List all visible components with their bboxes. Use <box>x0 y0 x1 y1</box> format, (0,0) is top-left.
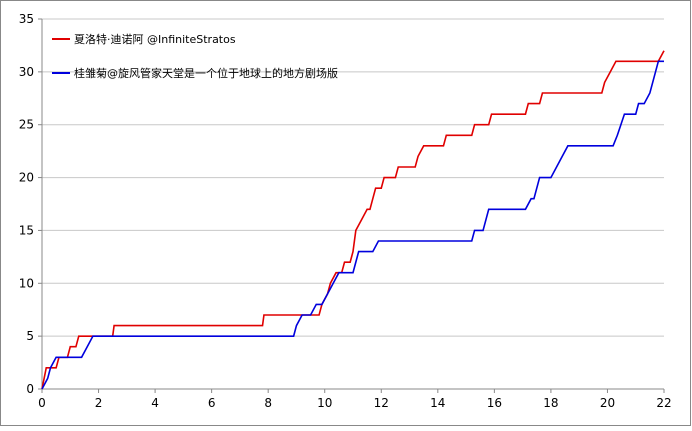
y-tick-label: 10 <box>19 276 34 290</box>
y-tick-label: 30 <box>19 65 34 79</box>
y-tick-label: 25 <box>19 118 34 132</box>
x-tick-label: 0 <box>38 396 46 410</box>
x-tick-label: 8 <box>264 396 272 410</box>
y-tick-label: 5 <box>26 329 34 343</box>
x-tick-label: 10 <box>317 396 332 410</box>
x-tick-label: 16 <box>487 396 502 410</box>
legend-label: 夏洛特·迪诺阿 @InfiniteStratos <box>74 32 236 46</box>
series-line <box>41 60 664 390</box>
x-tick-label: 20 <box>600 396 615 410</box>
legend-label: 桂雏菊@旋风管家天堂是一个位于地球上的地方剧场版 <box>74 66 338 80</box>
y-tick-label: 35 <box>19 12 34 26</box>
x-tick-label: 6 <box>208 396 216 410</box>
x-tick-label: 12 <box>374 396 389 410</box>
y-tick-label: 20 <box>19 171 34 185</box>
x-tick-label: 4 <box>151 396 159 410</box>
x-tick-label: 2 <box>95 396 103 410</box>
x-tick-label: 22 <box>656 396 671 410</box>
x-tick-label: 18 <box>543 396 558 410</box>
legend: 夏洛特·迪诺阿 @InfiniteStratos 桂雏菊@旋风管家天堂是一个位于地… <box>52 32 338 80</box>
y-tick-label: 15 <box>19 223 34 237</box>
y-tick-label: 0 <box>26 382 34 396</box>
series-line <box>41 50 665 390</box>
x-tick-label: 14 <box>430 396 445 410</box>
